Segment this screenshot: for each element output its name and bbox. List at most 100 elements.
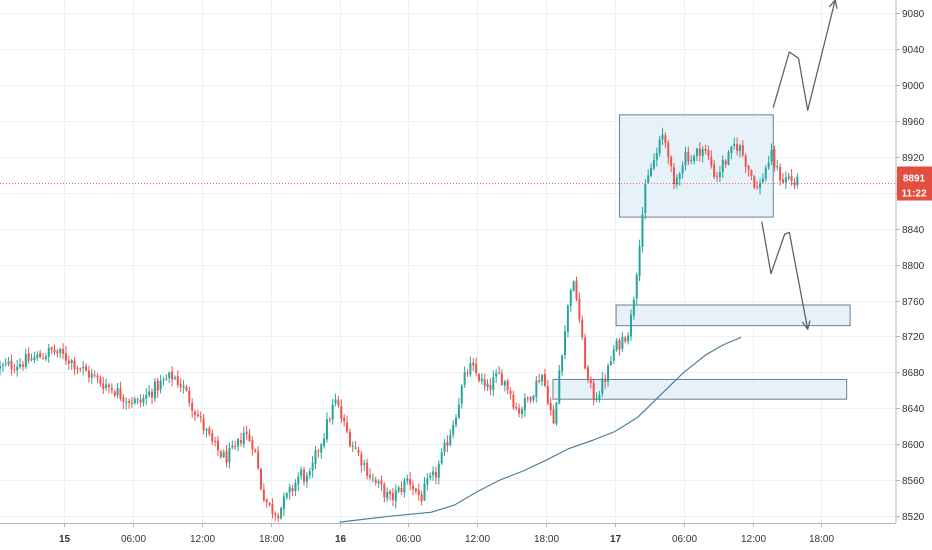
candle-down <box>130 402 133 404</box>
bearish-scenario-arrow <box>761 221 809 330</box>
candle-up <box>569 290 572 307</box>
candle-up <box>566 305 569 332</box>
price-tick-label: 9080 <box>902 9 925 20</box>
candle-down <box>670 156 673 167</box>
candle-up <box>612 349 615 361</box>
candle-down <box>400 487 403 492</box>
candle-up <box>432 471 435 476</box>
candle-up <box>59 348 62 354</box>
time-tick-label: 12:00 <box>465 534 490 545</box>
time-tick-label: 17 <box>610 534 622 545</box>
candle-up <box>377 481 380 484</box>
candle-up <box>148 391 151 396</box>
candle-up <box>621 336 624 349</box>
moving-average-line <box>339 336 742 523</box>
candle-up <box>638 246 641 277</box>
candle-up <box>440 452 443 464</box>
candle-up <box>787 176 790 179</box>
candle-up <box>394 490 397 502</box>
candle-down <box>409 478 412 485</box>
moving-average-layer <box>339 336 742 523</box>
candle-down <box>483 379 486 387</box>
candle-up <box>16 366 19 371</box>
price-tick-label: 8680 <box>902 368 925 379</box>
candle-up <box>397 487 400 492</box>
candle-up <box>371 478 374 480</box>
candle-down <box>271 504 274 514</box>
candle-up <box>168 372 171 379</box>
candle-up <box>90 373 93 378</box>
candle-down <box>56 351 59 354</box>
candle-up <box>463 372 466 385</box>
candle-up <box>635 274 638 299</box>
candle-up <box>784 177 787 183</box>
candle-down <box>515 406 518 409</box>
candle-up <box>386 491 389 499</box>
candle-up <box>495 373 498 377</box>
candle-down <box>219 451 222 458</box>
price-tick-label: 8720 <box>902 332 925 343</box>
candle-up <box>165 378 168 380</box>
candle-up <box>796 176 799 185</box>
candle-up <box>486 383 489 388</box>
candle-down <box>687 151 690 162</box>
support-zone-lower-box <box>552 378 848 400</box>
candle-up <box>650 168 653 177</box>
candle-down <box>348 431 351 447</box>
candle-down <box>262 489 265 501</box>
candle-down <box>391 493 394 500</box>
price-tick-label: 8520 <box>902 512 925 523</box>
candle-down <box>793 181 796 186</box>
time-tick-label: 18:00 <box>259 534 284 545</box>
candle-up <box>601 378 604 394</box>
candle-down <box>85 365 88 371</box>
candle-up <box>730 146 733 153</box>
price-tick-label: 9000 <box>902 81 925 92</box>
candle-up <box>423 483 426 501</box>
candle-down <box>575 280 578 300</box>
price-tick-label: 8600 <box>902 440 925 451</box>
candle-down <box>750 170 753 176</box>
candle-down <box>741 145 744 155</box>
candle-down <box>337 400 340 406</box>
candle-up <box>595 398 598 400</box>
candle-up <box>288 486 291 493</box>
candle-up <box>443 442 446 452</box>
candle-up <box>437 463 440 478</box>
candle-up <box>733 144 736 146</box>
candle-down <box>343 417 346 422</box>
candle-down <box>291 488 294 492</box>
candle-down <box>624 337 627 342</box>
candle-down <box>274 513 277 515</box>
candle-down <box>498 372 501 374</box>
candle-up <box>403 480 406 493</box>
time-tick-label: 06:00 <box>396 534 421 545</box>
candle-up <box>406 478 409 481</box>
time-tick-label: 12:00 <box>741 534 766 545</box>
candle-down <box>779 166 782 181</box>
candle-down <box>259 469 263 489</box>
candle-down <box>234 446 237 448</box>
candle-down <box>93 374 96 376</box>
candle-down <box>73 360 76 370</box>
time-axis: 15 06:00 12:00 18:00 16 06:00 12:00 18:00 17 06:0… <box>59 523 834 545</box>
candle-down <box>245 431 248 434</box>
price-tick-label: 8640 <box>902 404 925 415</box>
time-tick-label: 06:00 <box>121 534 146 545</box>
candle-down <box>417 489 420 495</box>
candle-down <box>62 349 65 355</box>
candle-up <box>162 379 165 381</box>
candle-down <box>303 469 306 482</box>
candle-down <box>477 374 480 381</box>
candle-down <box>268 502 271 505</box>
candle-down <box>506 380 509 390</box>
candle-up <box>308 470 311 476</box>
consolidation-range-box <box>619 114 774 218</box>
candle-down <box>389 491 392 495</box>
candle-down <box>191 403 194 411</box>
candle-down <box>509 390 512 395</box>
candle-up <box>532 395 535 400</box>
candle-up <box>222 452 225 458</box>
candle-up <box>629 314 632 337</box>
